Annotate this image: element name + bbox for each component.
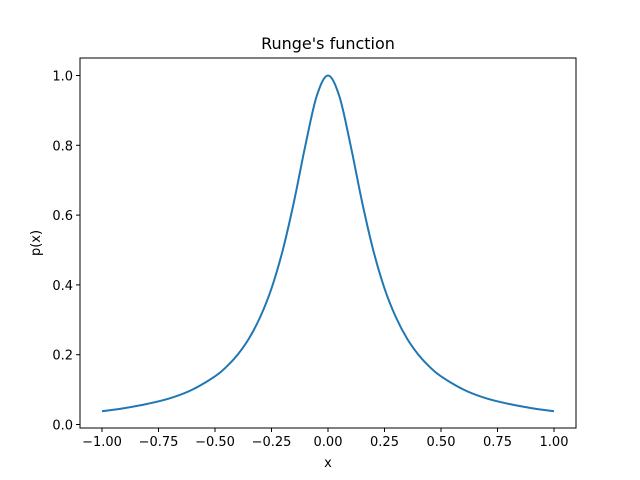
y-axis-label: p(x) bbox=[29, 230, 44, 256]
y-tick-label: 0.4 bbox=[52, 279, 73, 294]
y-tick-label: 0.6 bbox=[52, 209, 73, 224]
x-tick-label: −1.00 bbox=[82, 435, 122, 450]
y-tick-label: 0.0 bbox=[52, 419, 73, 434]
x-tick-label: 0.75 bbox=[483, 435, 512, 450]
series-line bbox=[101, 74, 555, 413]
y-tick-label: 0.8 bbox=[52, 139, 73, 154]
x-tick-label: −0.50 bbox=[195, 435, 235, 450]
x-tick-label: 0.50 bbox=[427, 435, 456, 450]
chart-title: Runge's function bbox=[261, 34, 395, 53]
x-axis-label: x bbox=[324, 456, 332, 471]
y-tick-label: 0.2 bbox=[52, 349, 73, 364]
x-tick-label: 1.00 bbox=[540, 435, 569, 450]
x-tick-label: 0.25 bbox=[370, 435, 399, 450]
y-axis: 0.0 0.2 0.4 0.6 0.8 1.0 bbox=[52, 70, 80, 434]
x-tick-label: 0.00 bbox=[314, 435, 343, 450]
x-tick-label: −0.25 bbox=[252, 435, 292, 450]
x-axis: −1.00 −0.75 −0.50 −0.25 0.00 0.25 0.50 0.75 1.00 bbox=[82, 428, 568, 450]
y-tick-label: 1.0 bbox=[52, 70, 73, 85]
x-tick-label: −0.75 bbox=[139, 435, 179, 450]
series-layer bbox=[101, 74, 555, 413]
